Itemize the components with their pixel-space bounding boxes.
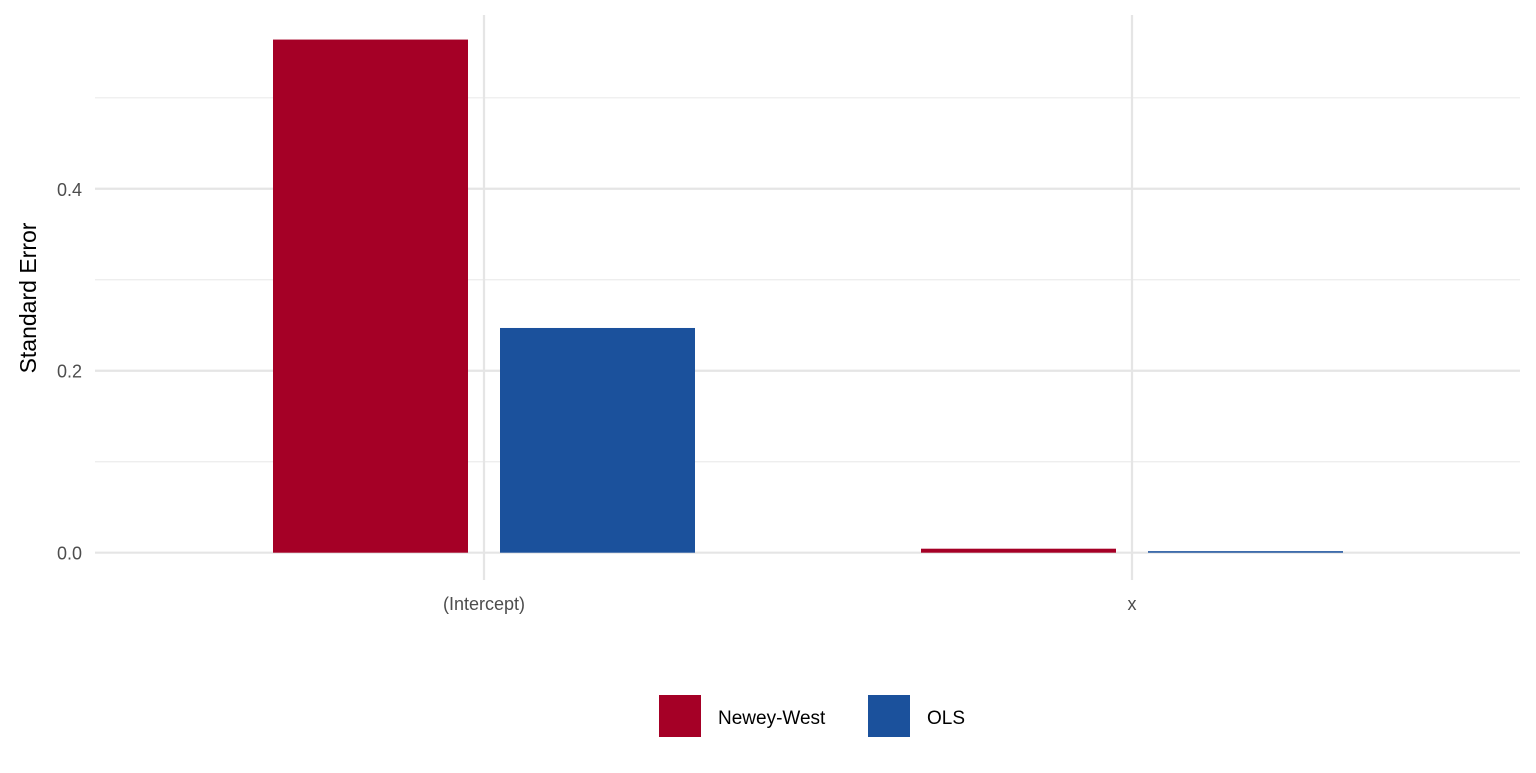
bar-ols [500, 327, 695, 553]
bar-ols [1148, 551, 1343, 553]
legend-swatch [868, 695, 910, 737]
legend-swatch [659, 695, 701, 737]
y-axis-label: Standard Error [15, 222, 41, 373]
y-tick-label: 0.2 [57, 362, 82, 382]
legend-label: Newey-West [718, 708, 826, 729]
y-tick-label: 0.4 [57, 180, 82, 200]
x-tick-label: x [1128, 594, 1137, 614]
bar-newey-west [273, 39, 468, 553]
y-tick-label: 0.0 [57, 544, 82, 564]
bar-newey-west [921, 548, 1116, 553]
legend-label: OLS [927, 708, 965, 729]
x-tick-label: (Intercept) [443, 594, 525, 614]
